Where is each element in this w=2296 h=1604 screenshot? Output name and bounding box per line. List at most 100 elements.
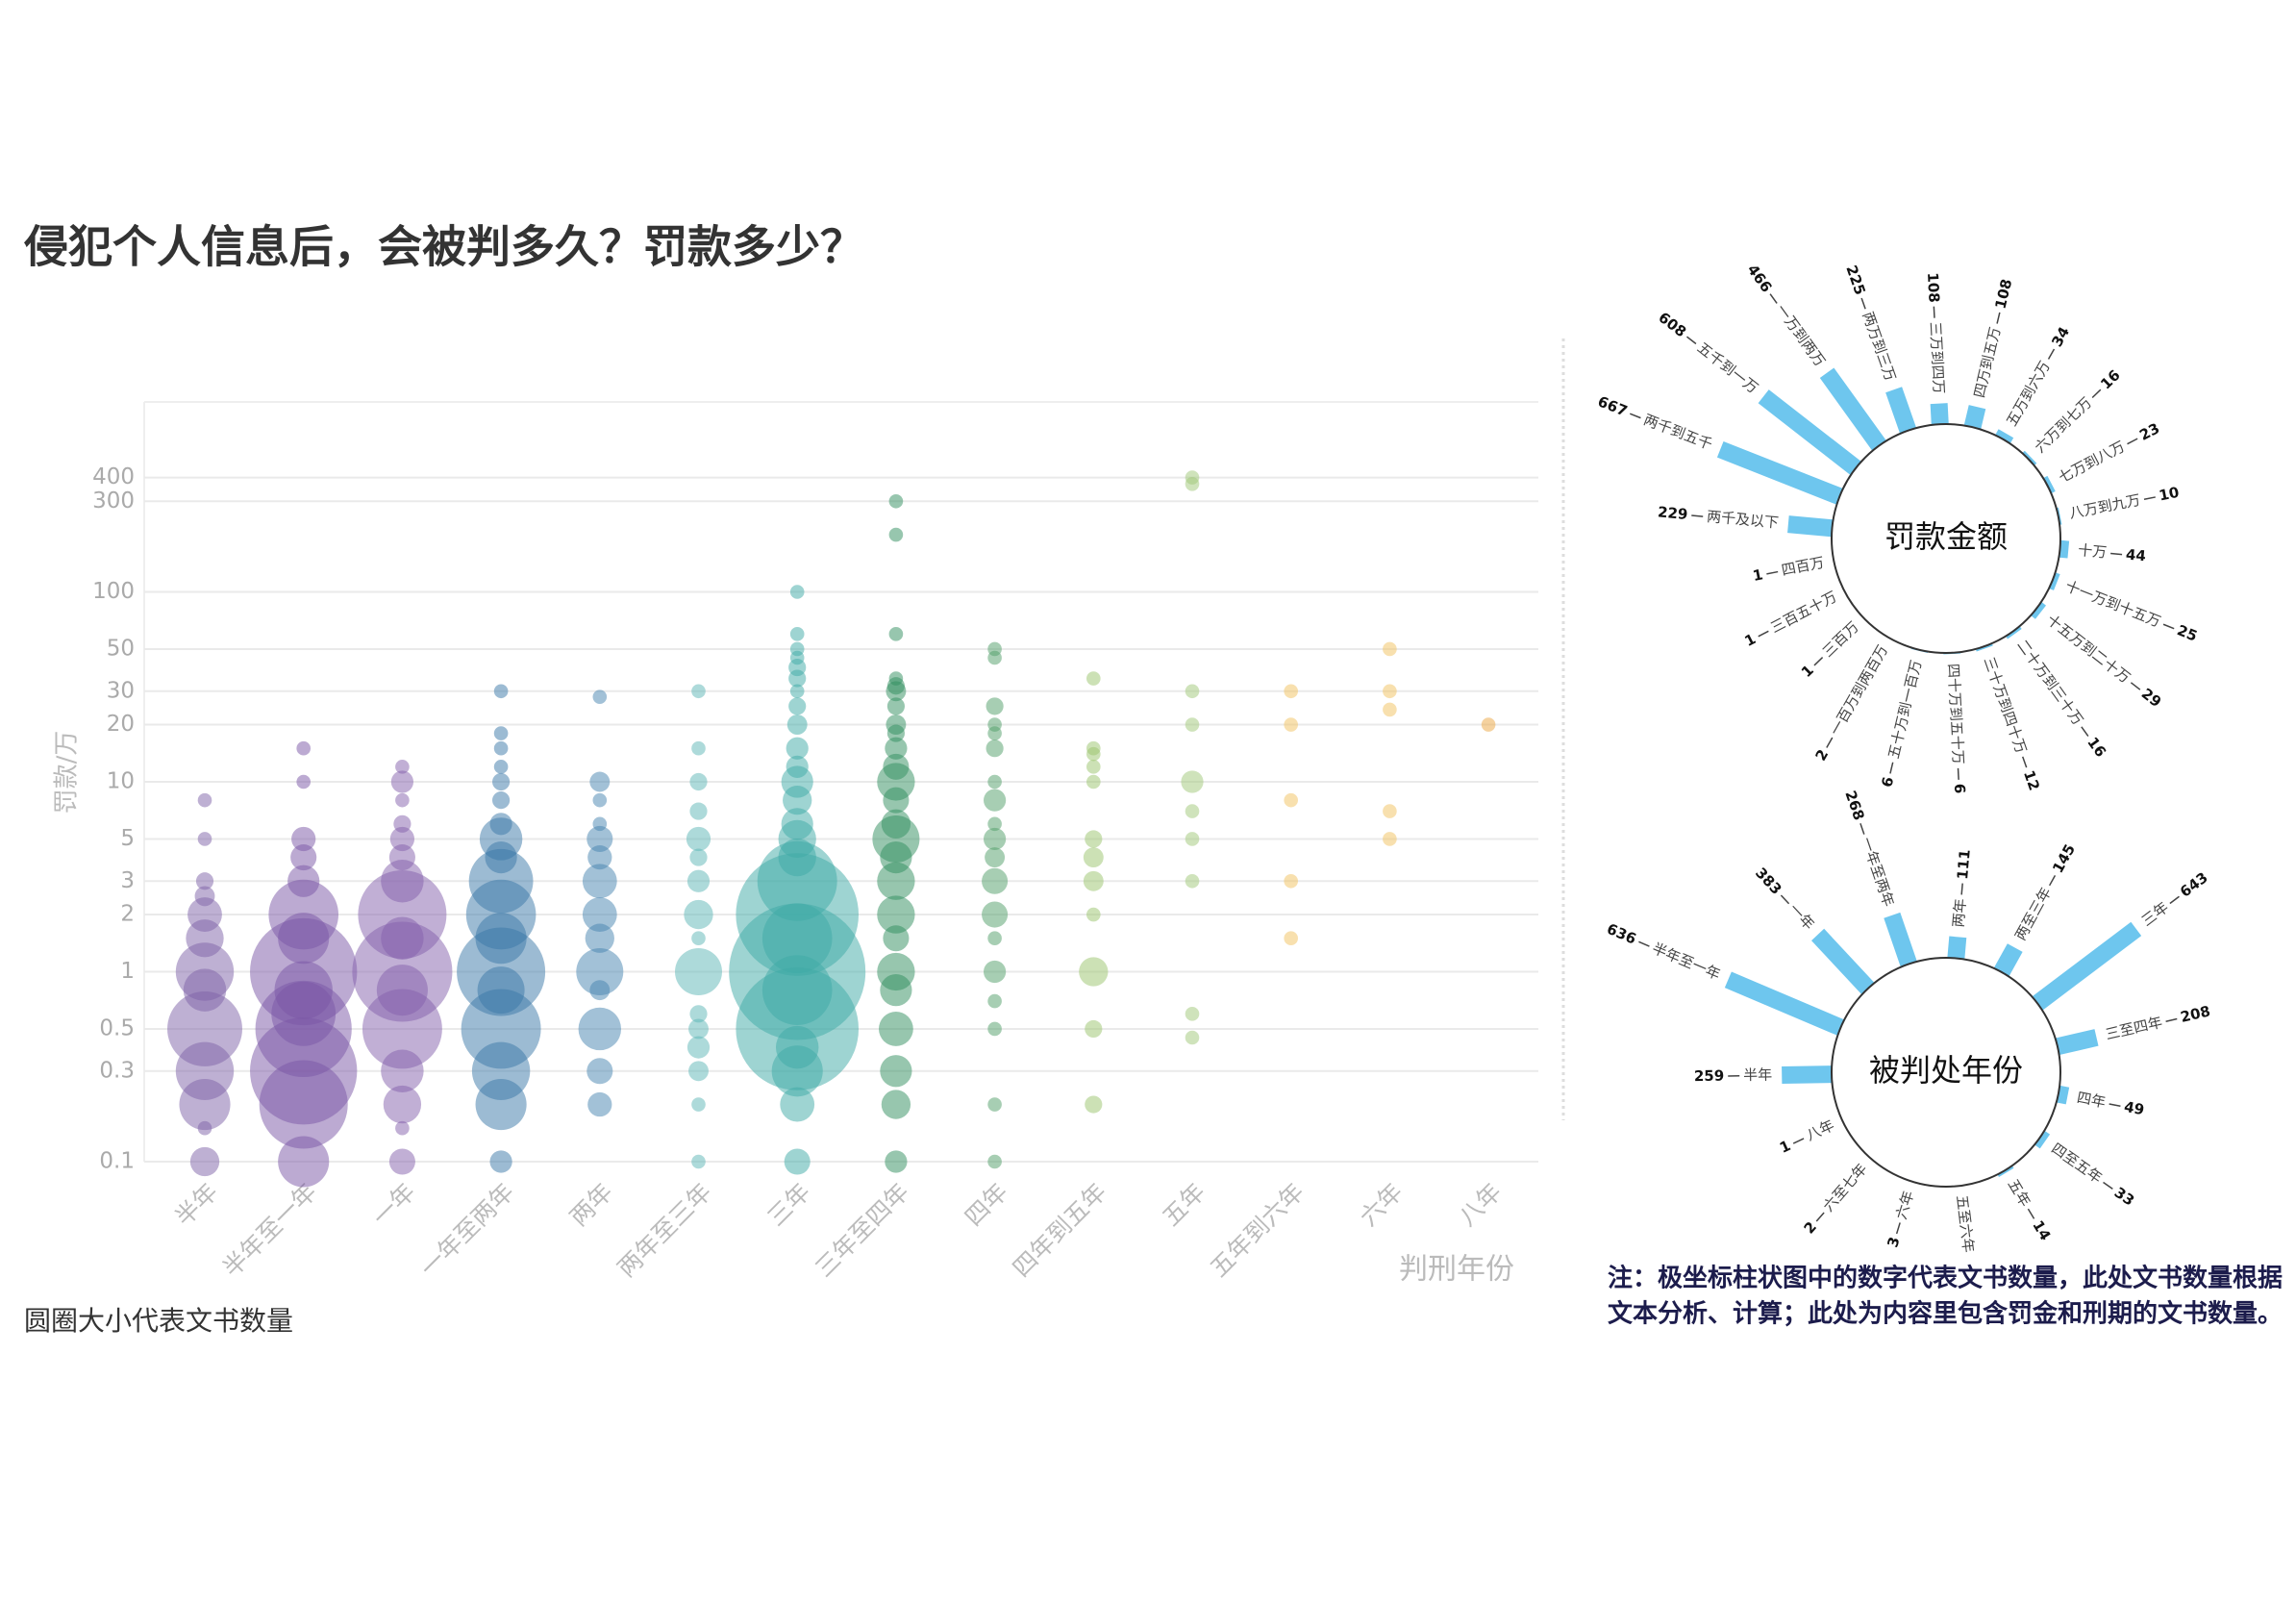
bubble <box>197 792 212 808</box>
label-dash <box>2081 726 2089 737</box>
bubble <box>1185 476 1200 491</box>
bubble <box>492 791 511 810</box>
bubble <box>984 789 1007 812</box>
label-dash <box>1859 823 1865 835</box>
bubble <box>278 1136 330 1188</box>
bubble <box>492 772 511 791</box>
bubble <box>1284 931 1298 946</box>
y-tick-label: 0.3 <box>99 1058 135 1083</box>
page-title: 侵犯个人信息后，会被判多久？罚款多少？ <box>23 221 864 273</box>
bubble <box>1185 873 1200 889</box>
polar-title: 罚款金额 <box>1884 518 2008 555</box>
bubble <box>461 989 541 1069</box>
bubble <box>786 737 809 760</box>
bubble <box>395 760 410 774</box>
polar-title: 被判处年份 <box>1869 1052 2023 1089</box>
label-dash <box>1766 570 1779 575</box>
y-tick-label: 1 <box>120 959 135 984</box>
bubble <box>691 684 706 699</box>
x-axis-label: 判刑年份 <box>1399 1253 1514 1287</box>
bubble <box>1383 832 1397 846</box>
bubble <box>986 739 1004 758</box>
y-tick-label: 30 <box>107 678 135 703</box>
bubble <box>987 816 1002 832</box>
y-tick-label: 3 <box>120 868 135 893</box>
bubble <box>886 697 905 715</box>
bubble <box>1185 804 1200 818</box>
bubble <box>788 669 807 688</box>
label-dash <box>2169 895 2180 905</box>
bubble <box>883 787 910 814</box>
bubble <box>576 948 624 995</box>
bubble <box>389 826 415 852</box>
bubble <box>1085 1095 1103 1114</box>
bubble <box>885 1150 908 1173</box>
polar-bar <box>2034 1130 2051 1149</box>
bubble <box>985 847 1006 868</box>
bar-category-label: 十万 <box>2077 541 2108 562</box>
bubble <box>1079 957 1109 987</box>
label-dash <box>2143 496 2156 501</box>
bar-value-label: 111 <box>1954 849 1974 881</box>
label-dash <box>2109 1103 2121 1108</box>
bubble <box>493 740 509 756</box>
bubble <box>684 899 713 930</box>
label-dash <box>1813 657 1824 666</box>
bubble <box>589 771 611 792</box>
bubble <box>1181 770 1204 793</box>
bubble <box>883 925 910 952</box>
label-dash <box>1630 413 1641 419</box>
polar-bar <box>2055 1029 2099 1056</box>
bubble <box>986 697 1004 715</box>
bar-value-label: 229 <box>1657 503 1688 523</box>
label-dash <box>1691 514 1704 517</box>
polar-bar <box>1885 387 1917 434</box>
polar-center <box>1831 957 2061 1188</box>
bubble <box>475 1078 527 1131</box>
bubble <box>877 763 915 801</box>
y-tick-label: 0.5 <box>99 1015 135 1040</box>
bubble <box>586 1058 613 1085</box>
bubble <box>388 1148 415 1175</box>
bubble <box>689 802 708 820</box>
bubble <box>493 684 509 699</box>
bubble <box>987 993 1002 1009</box>
bubble <box>592 792 608 808</box>
y-tick-label: 0.1 <box>99 1149 135 1174</box>
polar-bar <box>1995 429 2014 444</box>
bubble <box>589 980 611 1001</box>
polar-bar <box>1811 928 1875 995</box>
y-tick-label: 100 <box>92 579 135 604</box>
bubble <box>592 689 608 704</box>
bubble <box>1284 792 1298 808</box>
bubble <box>197 832 212 846</box>
label-dash <box>1860 297 1866 310</box>
y-tick-label: 5 <box>120 826 135 851</box>
bubble <box>493 726 509 740</box>
bubble <box>1185 1030 1200 1045</box>
bubble <box>586 825 613 852</box>
bubble <box>688 1018 709 1040</box>
label-dash <box>1769 293 1778 304</box>
bar-value-label: 12 <box>2020 768 2043 793</box>
bubble <box>1383 641 1397 657</box>
polar-bar <box>1993 943 2023 977</box>
bubble <box>383 1085 422 1124</box>
label-dash <box>2048 874 2057 887</box>
bubble <box>1185 717 1200 732</box>
bar-category-label: 三万到四万 <box>1927 321 1948 394</box>
polar-bar <box>2031 602 2046 619</box>
bar-value-label: 10 <box>2158 484 2181 505</box>
label-dash <box>2162 623 2175 630</box>
bubble <box>888 493 904 509</box>
bubble <box>885 737 908 760</box>
bubble <box>987 1097 1002 1112</box>
bubble <box>689 848 708 866</box>
bubble <box>1481 717 1496 732</box>
bubble <box>1284 873 1298 889</box>
label-dash <box>2110 552 2123 556</box>
bubble <box>780 1087 815 1122</box>
label-dash <box>2047 348 2056 360</box>
